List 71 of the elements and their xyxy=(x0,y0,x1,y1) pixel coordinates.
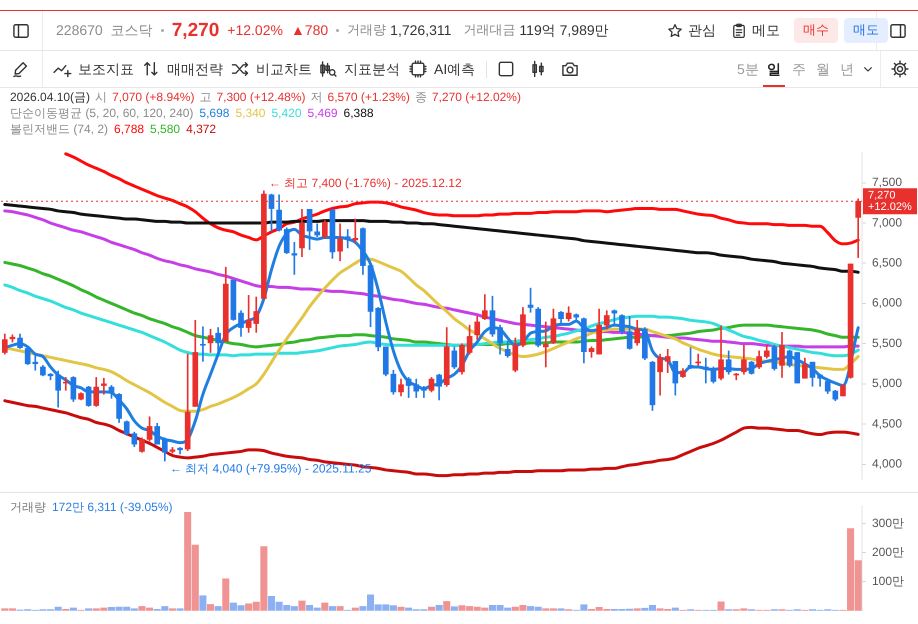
text: 메모 xyxy=(752,22,780,39)
text: 7,270 xyxy=(172,20,220,42)
candlestick xyxy=(10,334,16,342)
text: 5분 xyxy=(737,60,759,78)
text: 5,420 xyxy=(271,106,302,121)
bar xyxy=(352,608,359,611)
text: 주 xyxy=(792,60,806,78)
text: 5,698 xyxy=(199,106,230,121)
bar xyxy=(321,602,328,611)
y-tick-label: 7,000 xyxy=(872,215,902,230)
chart-title: 거래량 172만 6,311 (-39.05%) xyxy=(10,500,173,515)
text: AI예측 xyxy=(434,60,476,78)
line-series xyxy=(3,399,860,478)
y-tick-label: 7,500 xyxy=(872,175,902,190)
text: 4,372 xyxy=(186,122,216,137)
text: 일 xyxy=(767,60,781,78)
text: 5,340 xyxy=(235,106,266,121)
chart-title: 2026.04.10(금) 시 7,070 (+8.94%) 고 7,300 (+12.48%) 저 6,570 (+1.23%) 종 7,270 (+12.02%) xyxy=(10,90,521,104)
text: 관심 xyxy=(688,22,716,39)
bar xyxy=(397,606,405,611)
text: 볼린저밴드 (74, 2) xyxy=(10,122,108,137)
bar xyxy=(328,606,336,611)
text: 5,469 xyxy=(308,106,338,121)
y-tick-label: 5,000 xyxy=(872,376,902,390)
y-tick-label: 6,500 xyxy=(872,256,902,270)
text: 비교차트 xyxy=(256,60,312,78)
text: 코스닥 xyxy=(110,22,153,39)
bar xyxy=(199,595,206,611)
y-tick-label: 4,000 xyxy=(872,456,902,471)
annotation: ← 최저 4,040 (+79.95%) - 2025.11.25 xyxy=(170,461,372,476)
bar xyxy=(443,601,450,611)
text: 년 xyxy=(840,60,854,78)
bar xyxy=(436,604,443,611)
y-tick-label: 300만 xyxy=(872,516,904,530)
text: 6,388 xyxy=(344,106,374,121)
text: 매매전략 xyxy=(167,60,223,78)
y-tick-label: 6,000 xyxy=(872,296,902,310)
bar xyxy=(672,608,679,611)
bar xyxy=(298,600,306,611)
y-tick-label: 4,500 xyxy=(872,416,902,430)
bar xyxy=(718,601,725,611)
y-tick-label: 200만 xyxy=(872,545,904,559)
candlestick xyxy=(528,288,534,313)
annotation: ← 최고 7,400 (-1.76%) - 2025.12.12 xyxy=(268,176,462,190)
text: 보조지표 xyxy=(78,60,134,78)
bar xyxy=(207,604,214,611)
text: 단순이동평균 (5, 20, 60, 120, 240) xyxy=(10,106,194,121)
text: 5,580 xyxy=(150,122,180,137)
candlestick xyxy=(688,347,694,369)
bar xyxy=(428,606,436,611)
bar xyxy=(336,606,344,611)
bar xyxy=(634,608,641,611)
text: 거래량 1,726,311 xyxy=(347,22,452,39)
text: 228670 xyxy=(56,22,103,39)
bar xyxy=(214,606,222,611)
bar xyxy=(450,606,458,611)
bar xyxy=(222,578,230,611)
button: 매수 xyxy=(794,18,838,43)
button: 매도 xyxy=(844,18,888,43)
text: 7,270 +12.02% xyxy=(868,190,912,214)
text: +12.02% xyxy=(227,22,283,39)
text: 거래대금 119억 7,989만 xyxy=(463,22,609,39)
line-series xyxy=(64,152,860,246)
text: ▲780 xyxy=(290,22,328,39)
text: 월 xyxy=(816,60,830,78)
text: 6,788 xyxy=(114,122,144,137)
y-tick-label: 100만 xyxy=(872,574,904,588)
bar xyxy=(70,608,77,611)
y-tick-label: 5,500 xyxy=(872,336,902,350)
line-series xyxy=(3,202,860,274)
text: 지표분석 xyxy=(344,60,400,78)
